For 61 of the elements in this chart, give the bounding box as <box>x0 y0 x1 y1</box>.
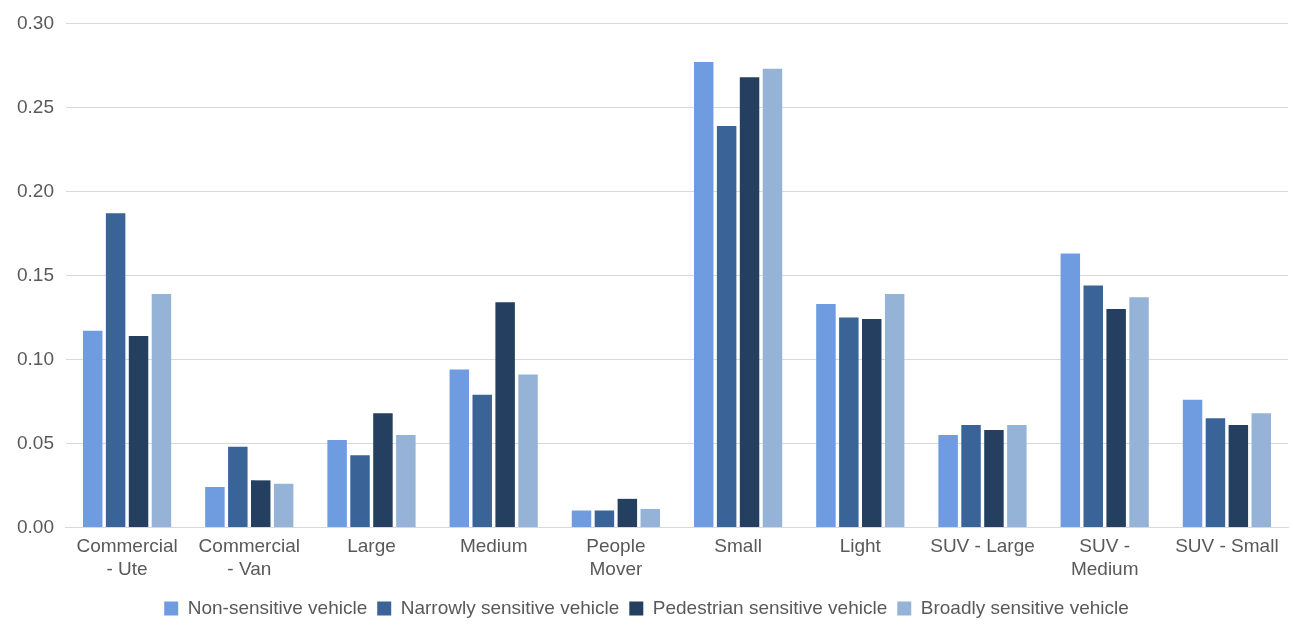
bar <box>862 319 882 527</box>
y-tick-label: 0.25 <box>17 95 54 117</box>
y-tick-label: 0.20 <box>17 179 54 201</box>
bar <box>273 483 294 527</box>
bar <box>617 498 638 527</box>
bar <box>472 394 492 527</box>
x-tick-label: SUV - Medium <box>1070 535 1139 579</box>
bar <box>640 508 660 527</box>
bar <box>251 480 271 527</box>
y-tick-label: 0.00 <box>17 515 54 537</box>
legend-label: Narrowly sensitive vehicle <box>400 596 620 618</box>
bar <box>82 330 103 527</box>
bar <box>839 317 859 527</box>
bar <box>228 446 248 527</box>
bar <box>594 510 615 527</box>
bar <box>449 369 470 527</box>
bar <box>938 435 958 527</box>
bar <box>1228 424 1249 527</box>
bar <box>816 303 836 527</box>
x-tick-label: People Mover <box>586 535 646 579</box>
bar <box>571 510 592 527</box>
bar <box>739 77 760 527</box>
bar <box>1251 413 1272 527</box>
bar <box>1007 424 1027 527</box>
y-tick-label: 0.15 <box>17 263 54 285</box>
y-tick-label: 0.30 <box>17 11 54 33</box>
x-tick-label: Commercial - Ute <box>76 535 178 579</box>
x-tick-label: Commercial - Van <box>198 535 300 579</box>
bar <box>961 424 981 527</box>
bar <box>984 429 1004 527</box>
bar <box>396 435 416 527</box>
bar <box>105 213 126 527</box>
bar <box>350 455 370 527</box>
x-tick-label: Large <box>347 535 396 557</box>
bar <box>716 125 737 527</box>
legend-label: Pedestrian sensitive vehicle <box>652 596 888 618</box>
x-tick-label: Small <box>714 535 762 557</box>
x-tick-label: Light <box>839 535 882 557</box>
bar <box>1106 309 1126 527</box>
bar <box>327 440 347 527</box>
x-tick-label: Medium <box>459 535 528 557</box>
bar <box>518 374 538 527</box>
y-tick-label: 0.10 <box>17 347 54 369</box>
bar <box>205 487 225 527</box>
bar <box>693 62 714 527</box>
bar <box>1205 418 1226 527</box>
bar <box>762 68 783 527</box>
bar <box>151 293 172 527</box>
x-tick-label: SUV - Large <box>930 535 1035 557</box>
bar <box>1182 399 1203 527</box>
y-tick-label: 0.05 <box>17 431 54 453</box>
bar <box>1129 297 1149 527</box>
bar <box>495 302 515 527</box>
bar <box>1083 285 1103 527</box>
bar <box>1060 253 1081 527</box>
legend-label: Broadly sensitive vehicle <box>920 596 1129 618</box>
bar <box>373 413 393 527</box>
bar <box>128 335 149 527</box>
x-tick-label: SUV - Small <box>1175 535 1279 557</box>
legend-label: Non-sensitive vehicle <box>187 596 368 618</box>
bar <box>884 293 905 527</box>
